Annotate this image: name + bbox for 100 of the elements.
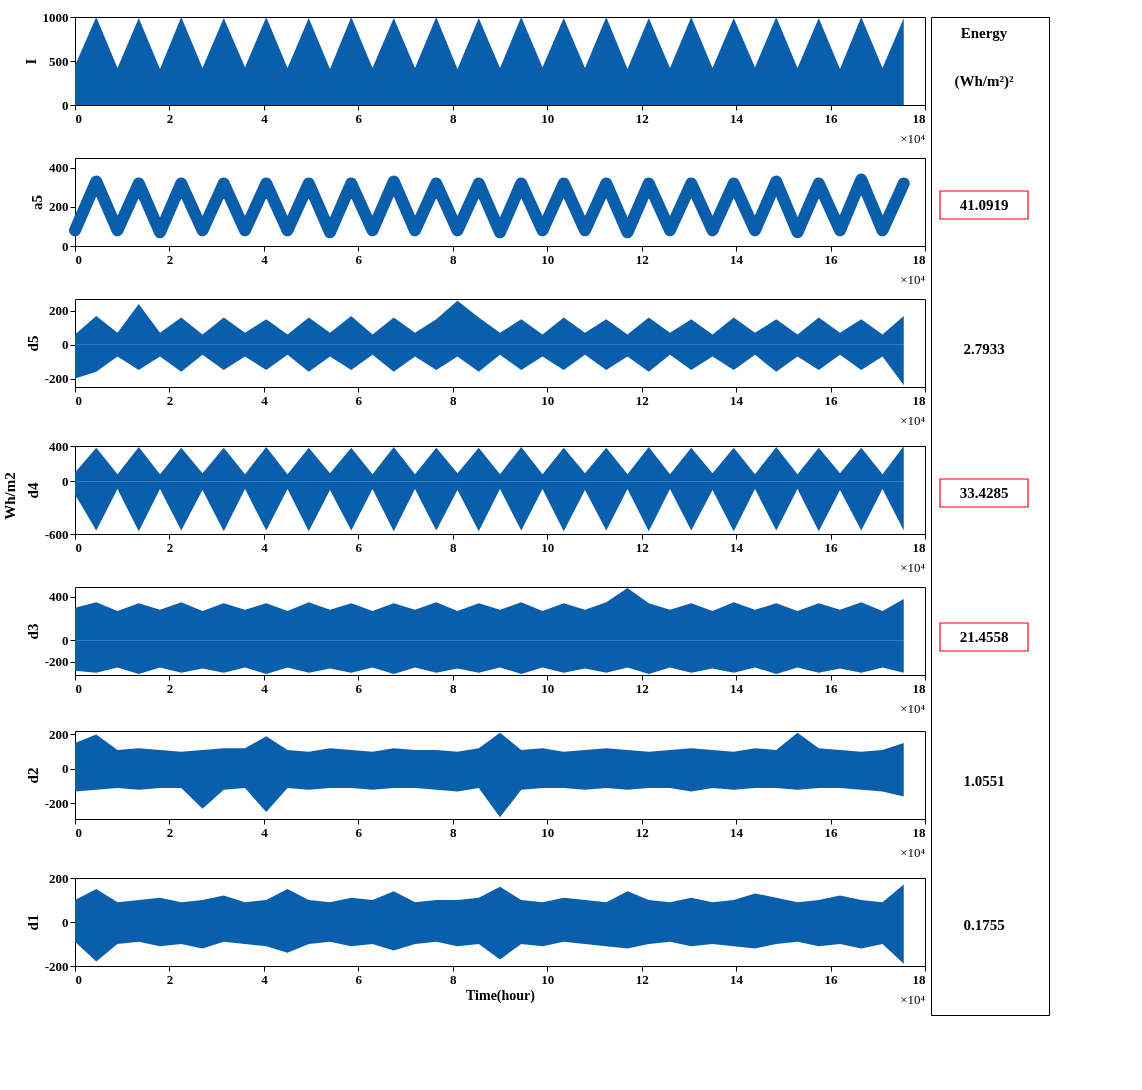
text: Energy: [960, 25, 1008, 41]
y-tick-label: 200: [49, 199, 69, 215]
x-tick-label: 14: [730, 824, 744, 840]
text: ×10⁴: [900, 131, 926, 146]
y-tick-label: 0: [62, 337, 69, 353]
y-tick-label: 0: [62, 914, 69, 930]
y-tick-label: 200: [49, 726, 69, 742]
x-tick-label: 2: [166, 251, 174, 267]
x-tick-label: 12: [635, 539, 649, 555]
y-tick-label: -600: [44, 526, 69, 542]
y-tick-label: 200: [49, 870, 69, 886]
x-tick-label: 14: [730, 251, 744, 267]
y-tick-label: 400: [49, 589, 69, 605]
x-tick-label: 14: [730, 971, 744, 987]
x-tick-label: 6: [355, 251, 363, 267]
y-axis-title: d1: [24, 914, 41, 931]
x-tick-label: 2: [166, 110, 174, 126]
text: 21.4558: [959, 629, 1009, 645]
x-tick-label: 4: [261, 824, 269, 840]
x-tick-label: 8: [450, 251, 458, 267]
x-tick-label: 6: [355, 539, 363, 555]
x-axis-title: Time(hour): [466, 987, 536, 1004]
x-tick-label: 4: [261, 251, 269, 267]
x-tick-label: 14: [730, 539, 744, 555]
x-tick-label: 16: [824, 392, 839, 408]
x-tick-label: 8: [450, 539, 458, 555]
x-tick-label: 10: [541, 110, 555, 126]
y-axis-title: d3: [24, 623, 41, 640]
x-tick-label: 0: [75, 392, 82, 408]
text: 33.4285: [959, 485, 1009, 501]
y-tick-label: 200: [49, 303, 69, 319]
x-tick-label: 18: [912, 539, 926, 555]
x-tick-label: 6: [355, 110, 363, 126]
x-tick-label: 6: [355, 824, 363, 840]
x-tick-label: 0: [75, 110, 82, 126]
x-tick-label: 0: [75, 680, 82, 696]
x-tick-label: 2: [166, 539, 174, 555]
y-tick-label: 0: [62, 97, 69, 113]
x-tick-label: 16: [824, 680, 839, 696]
y-tick-label: 1000: [42, 9, 69, 25]
x-tick-label: 2: [166, 971, 174, 987]
y-axis-title: d5: [24, 335, 41, 352]
x-tick-label: 12: [635, 971, 649, 987]
y-tick-label: 500: [49, 53, 69, 69]
y-tick-label: -200: [44, 654, 69, 670]
x-tick-label: 2: [166, 680, 174, 696]
x-tick-label: 18: [912, 824, 926, 840]
y-tick-label: 400: [49, 160, 69, 176]
text: (Wh/m²)²: [954, 73, 1014, 90]
x-tick-label: 16: [824, 539, 839, 555]
x-tick-label: 12: [635, 680, 649, 696]
y-axis-title: d2: [24, 767, 41, 784]
y-axis-title: I: [22, 58, 39, 65]
x-tick-label: 4: [261, 110, 269, 126]
x-tick-label: 4: [261, 392, 269, 408]
x-tick-label: 16: [824, 971, 839, 987]
x-tick-label: 18: [912, 971, 926, 987]
text: ×10⁴: [900, 701, 926, 716]
x-tick-label: 8: [450, 392, 458, 408]
x-tick-label: 10: [541, 824, 555, 840]
x-tick-label: 12: [635, 824, 649, 840]
text: ×10⁴: [900, 560, 926, 575]
x-tick-label: 4: [261, 680, 269, 696]
x-tick-label: 18: [912, 251, 926, 267]
x-tick-label: 0: [75, 824, 82, 840]
x-tick-label: 18: [912, 110, 926, 126]
text: 41.0919: [959, 197, 1009, 213]
x-tick-label: 16: [824, 824, 839, 840]
text: ×10⁴: [900, 272, 926, 287]
x-tick-label: 18: [912, 680, 926, 696]
x-tick-label: 4: [261, 971, 269, 987]
x-tick-label: 18: [912, 392, 926, 408]
x-tick-label: 8: [450, 110, 458, 126]
y-tick-label: 0: [62, 632, 69, 648]
x-tick-label: 8: [450, 824, 458, 840]
x-tick-label: 14: [730, 392, 744, 408]
x-tick-label: 0: [75, 251, 82, 267]
x-tick-label: 12: [635, 392, 649, 408]
text: 0.1755: [963, 917, 1005, 933]
text: ×10⁴: [900, 413, 926, 428]
text: Wh/m2: [2, 472, 18, 520]
x-tick-label: 10: [541, 251, 555, 267]
x-tick-label: 12: [635, 110, 649, 126]
text: 2.7933: [963, 341, 1005, 357]
y-axis-title: d4: [24, 482, 41, 499]
text: ×10⁴: [900, 992, 926, 1007]
x-tick-label: 10: [541, 539, 555, 555]
x-tick-label: 14: [730, 680, 744, 696]
x-tick-label: 16: [824, 110, 839, 126]
y-axis-title: a5: [29, 195, 45, 210]
x-tick-label: 2: [166, 392, 174, 408]
x-tick-label: 6: [355, 392, 363, 408]
x-tick-label: 14: [730, 110, 744, 126]
x-tick-label: 2: [166, 824, 174, 840]
x-tick-label: 0: [75, 971, 82, 987]
x-tick-label: 6: [355, 971, 363, 987]
x-tick-label: 4: [261, 539, 269, 555]
x-tick-label: 16: [824, 251, 839, 267]
x-tick-label: 10: [541, 971, 555, 987]
x-tick-label: 10: [541, 392, 555, 408]
